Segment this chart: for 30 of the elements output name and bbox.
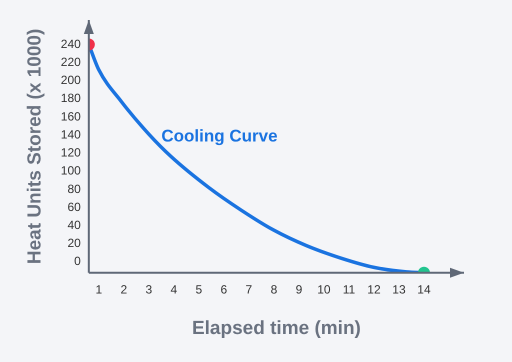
y-axis-title: Heat Units Stored (x 1000) [24, 28, 46, 264]
x-tick-label: 5 [196, 282, 203, 296]
x-axis-title: Elapsed time (min) [192, 318, 361, 339]
x-tick-label: 2 [120, 282, 128, 296]
x-tick-label: 12 [367, 282, 381, 296]
y-tick-label: 40 [67, 218, 82, 232]
x-tick-label: 10 [317, 282, 331, 296]
x-tick-label: 11 [342, 282, 356, 296]
x-tick-label: 8 [270, 282, 278, 296]
y-tick-label: 60 [67, 200, 82, 214]
x-tick-label: 1 [95, 282, 102, 296]
y-tick-label: 160 [60, 109, 82, 124]
x-tick-label: 4 [170, 282, 178, 296]
y-tick-label: 180 [60, 91, 82, 106]
x-tick-label: 14 [417, 282, 431, 296]
y-tick-label: 20 [67, 236, 82, 250]
x-tick-label: 7 [246, 282, 253, 296]
y-tick-label: 200 [60, 73, 82, 88]
x-tick-label: 3 [146, 282, 153, 296]
y-tick-label: 220 [60, 54, 82, 69]
y-tick-label: 0 [74, 254, 82, 268]
x-tick-label: 13 [392, 282, 406, 296]
y-tick-label: 80 [67, 182, 82, 196]
series-label: Cooling Curve [161, 126, 278, 146]
y-tick-label: 100 [60, 164, 82, 178]
x-tick-label: 6 [220, 282, 228, 296]
x-tick-label: 9 [296, 282, 303, 296]
y-tick-label: 120 [60, 146, 82, 160]
y-tick-label: 140 [60, 127, 82, 142]
y-tick-label: 240 [60, 36, 82, 51]
